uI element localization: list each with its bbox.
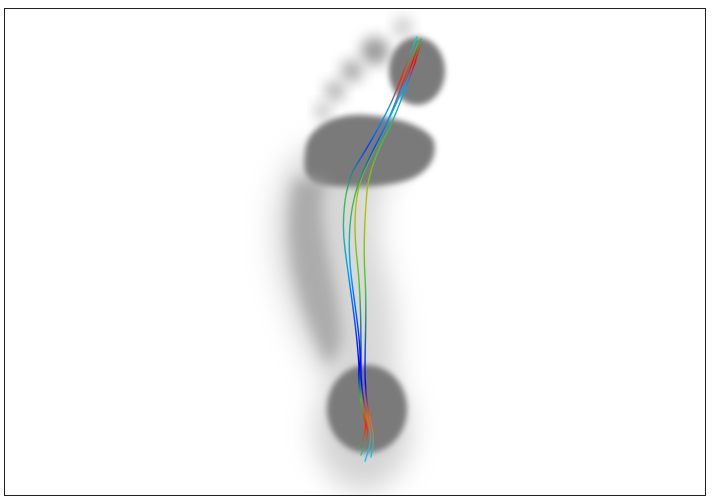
footprint-lesser-toes bbox=[315, 17, 412, 119]
cop-trajectories bbox=[342, 36, 422, 462]
footprint-forefoot bbox=[304, 114, 435, 187]
cop-trajectory-2 bbox=[354, 38, 422, 462]
footprint-midfoot bbox=[289, 179, 341, 364]
pressure-plot-frame bbox=[4, 8, 706, 496]
cop-trajectory-3 bbox=[348, 42, 419, 450]
footprint-plot bbox=[273, 17, 445, 491]
footprint-heel bbox=[327, 365, 407, 453]
footprint-hallux bbox=[389, 37, 445, 105]
cop-trajectory-4 bbox=[363, 44, 422, 458]
